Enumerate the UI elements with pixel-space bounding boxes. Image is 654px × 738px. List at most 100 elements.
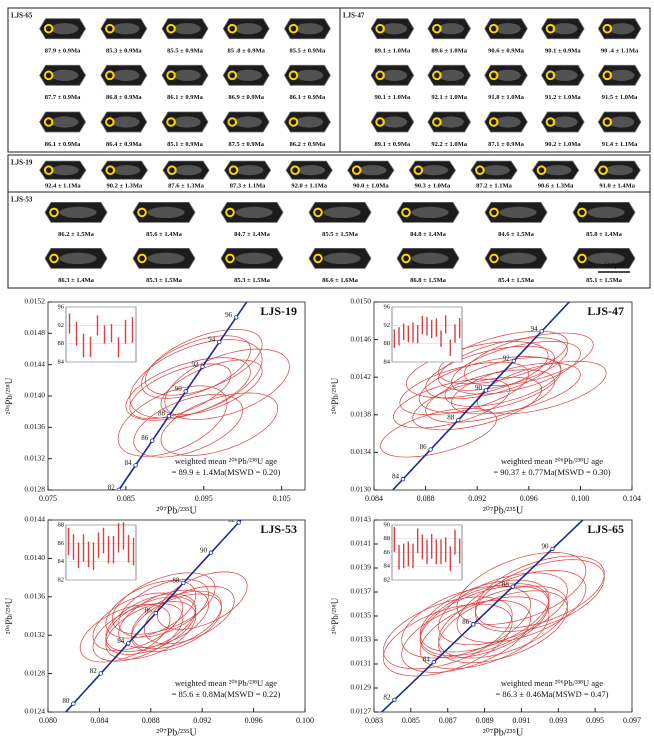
y-tick-label: 0.0148	[24, 328, 45, 337]
age-label: 92.4 ± 1.1Ma	[45, 183, 81, 190]
error-ellipse	[438, 590, 568, 664]
analysis-spot	[137, 207, 147, 218]
analysis-spot	[288, 23, 299, 34]
annotation: weighted mean ²⁰⁶Pb/²³⁸U age	[175, 678, 277, 688]
age-label: 85.5 ± 1.5Ma	[322, 231, 358, 238]
concordia-marker	[511, 358, 517, 364]
zircon-zoning	[543, 165, 572, 176]
panel-frame	[7, 191, 651, 289]
concordia-age-label: 90	[541, 543, 549, 551]
age-label: 91.4 ± 1.1Ma	[602, 141, 638, 148]
analysis-spot	[489, 207, 499, 218]
zircon-zoning	[174, 165, 202, 176]
inset-tick-label: 86	[58, 540, 65, 547]
analysis-spot	[577, 207, 587, 218]
analysis-spot	[105, 70, 115, 81]
age-label: 89.1 ± 0.9Ma	[375, 141, 411, 148]
inset-tick-label: 84	[384, 358, 391, 365]
scale-label: 100μm	[604, 262, 624, 270]
annotation: = 89.9 ± 1.4Ma(MSWD = 0.20)	[172, 467, 281, 477]
analysis-spot	[413, 165, 424, 175]
error-ellipse	[425, 369, 555, 423]
age-label: 90.0 ± 1.0Ma	[353, 183, 389, 190]
y-tick-label: 0.0143	[350, 515, 371, 524]
zircon-zoning	[552, 23, 578, 35]
concordia-marker	[400, 476, 406, 482]
x-tick-label: 0.095	[195, 494, 213, 503]
plot-content: 80 82 84 86 88 90 92	[62, 520, 248, 712]
y-tick-label: 0.0136	[24, 422, 45, 431]
analysis-spot	[49, 253, 59, 264]
age-label: 86.2 ± 0.9Ma	[290, 141, 326, 148]
x-tick-label: 0.096	[245, 716, 263, 725]
age-label: 87.1 ± 0.9Ma	[488, 141, 524, 148]
analysis-spot	[166, 70, 176, 81]
error-ellipse	[419, 596, 550, 670]
analysis-spot	[49, 207, 59, 218]
concordia-age-label: 90	[475, 384, 483, 392]
error-ellipse	[463, 332, 594, 386]
inset-tick-label: 86	[384, 549, 391, 556]
zircon-zoning	[411, 252, 449, 264]
concordia-marker	[181, 580, 186, 586]
zircon-zoning	[323, 252, 361, 264]
age-label: 84.7 ± 1.4Ma	[234, 231, 270, 238]
error-ellipse	[105, 601, 197, 660]
y-tick-label: 0.0124	[24, 707, 45, 716]
analysis-spot	[536, 165, 547, 175]
concordia-age-label: 80	[62, 697, 70, 705]
x-tick-label: 0.089	[476, 716, 494, 725]
analysis-spot	[43, 117, 54, 127]
analysis-spot	[545, 70, 556, 81]
age-label: 86.8 ± 0.9Ma	[106, 94, 142, 101]
plot-content: 82 84 86 88 90	[380, 520, 605, 712]
concordia-age-label: 82	[383, 693, 391, 701]
zircon-zoning	[147, 252, 185, 264]
x-tick-label: 0.087	[439, 716, 457, 725]
concordia-age-label: 84	[125, 459, 133, 467]
age-label: 90.3 ± 1.0Ma	[415, 183, 451, 190]
zircon-zoning	[235, 165, 264, 176]
error-ellipse	[401, 585, 531, 659]
concordia-marker	[510, 584, 516, 589]
concordia-age-label: 96	[225, 311, 233, 319]
zircon-zoning	[112, 23, 140, 35]
x-axis-label: ²⁰⁷Pb/²³⁵U	[483, 727, 524, 738]
y-tick-label: 0.0128	[24, 485, 45, 494]
analysis-spot	[313, 207, 323, 218]
error-ellipse	[456, 570, 587, 643]
age-label: 85.3 ± 1.5Ma	[234, 277, 270, 284]
zircon-zoning	[50, 165, 79, 176]
error-ellipse	[475, 559, 605, 632]
zircon-zoning	[552, 69, 578, 81]
annotation: = 85.6 ± 0.8Ma(MSWD = 0.22)	[172, 689, 281, 699]
zircon-zoning	[59, 252, 97, 264]
x-tick-label: 0.092	[193, 716, 211, 725]
analysis-spot	[105, 117, 115, 127]
analysis-spot	[313, 253, 323, 264]
zircon-zoning	[438, 69, 464, 81]
zircon-zoning	[59, 206, 97, 218]
zircon-zoning	[295, 116, 324, 128]
concordia-marker	[456, 417, 461, 423]
age-label: 92.0 ± 1.1Ma	[291, 183, 327, 190]
inset-tick-label: 88	[58, 340, 65, 347]
error-ellipse	[111, 572, 216, 635]
y-tick-label: 0.0134	[350, 447, 371, 456]
x-axis-label: ²⁰⁷Pb/²³⁵U	[156, 505, 197, 516]
x-tick-label: 0.091	[512, 716, 530, 725]
concordia-marker	[392, 697, 397, 703]
error-ellipse	[118, 589, 209, 649]
age-label: 90.2 ± 1.3Ma	[107, 183, 143, 190]
concordia-age-label: 92	[503, 354, 511, 362]
concordia-age-label: 84	[423, 656, 431, 664]
age-label: 84.8 ± 1.4Ma	[410, 231, 446, 238]
error-ellipse	[476, 360, 607, 415]
inset-tick-label: 84	[58, 358, 65, 365]
panel-name: LJS-65	[11, 12, 33, 20]
zircon-zoning	[147, 206, 185, 218]
panel-name: LJS-47	[343, 12, 365, 20]
concordia-age-label: 90	[175, 385, 183, 393]
inset-tick-label: 88	[384, 535, 391, 542]
